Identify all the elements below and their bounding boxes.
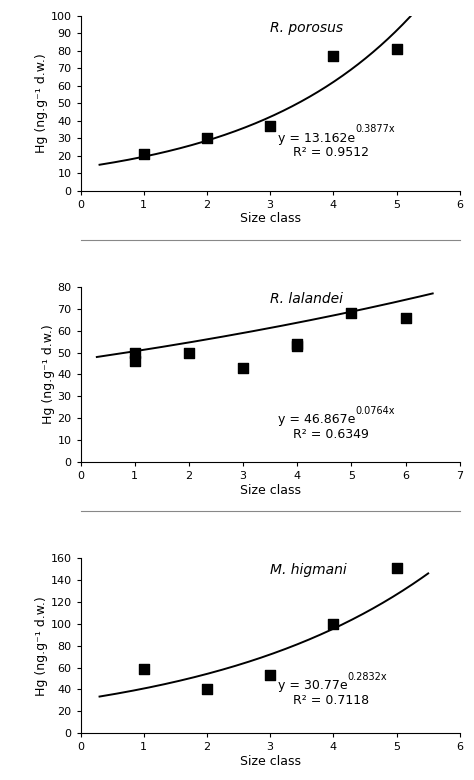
Text: R. porosus: R. porosus	[270, 21, 343, 35]
Point	[266, 669, 274, 682]
Text: 0.2832x: 0.2832x	[347, 672, 387, 682]
Point	[347, 307, 355, 319]
Point	[402, 311, 410, 324]
Text: 0.0764x: 0.0764x	[355, 406, 395, 416]
Text: 0.3877x: 0.3877x	[355, 124, 394, 134]
Point	[393, 562, 401, 574]
Text: R² = 0.9512: R² = 0.9512	[293, 147, 369, 159]
Text: R² = 0.7118: R² = 0.7118	[293, 694, 369, 707]
X-axis label: Size class: Size class	[240, 212, 301, 225]
Point	[185, 346, 193, 359]
Point	[293, 340, 301, 353]
Text: y = 13.162e: y = 13.162e	[278, 132, 355, 144]
Text: M. higmani: M. higmani	[270, 563, 347, 577]
Point	[239, 362, 247, 374]
Point	[131, 355, 138, 367]
Text: R² = 0.6349: R² = 0.6349	[293, 428, 369, 441]
Y-axis label: Hg (ng.g⁻¹ d.w.): Hg (ng.g⁻¹ d.w.)	[35, 53, 48, 153]
Point	[266, 119, 274, 132]
X-axis label: Size class: Size class	[240, 484, 301, 497]
Point	[393, 43, 401, 55]
Y-axis label: Hg (ng.g⁻¹ d.w.): Hg (ng.g⁻¹ d.w.)	[35, 596, 48, 696]
Point	[131, 346, 138, 359]
Point	[329, 50, 337, 62]
Point	[293, 338, 301, 350]
Point	[140, 147, 147, 160]
X-axis label: Size class: Size class	[240, 755, 301, 768]
Point	[203, 132, 211, 144]
Text: y = 46.867e: y = 46.867e	[278, 413, 355, 427]
Text: R. lalandei: R. lalandei	[270, 292, 343, 306]
Y-axis label: Hg (ng.g⁻¹ d.w.): Hg (ng.g⁻¹ d.w.)	[42, 324, 55, 424]
Text: y = 30.77e: y = 30.77e	[278, 679, 347, 693]
Point	[203, 683, 211, 696]
Point	[329, 618, 337, 630]
Point	[140, 662, 147, 675]
